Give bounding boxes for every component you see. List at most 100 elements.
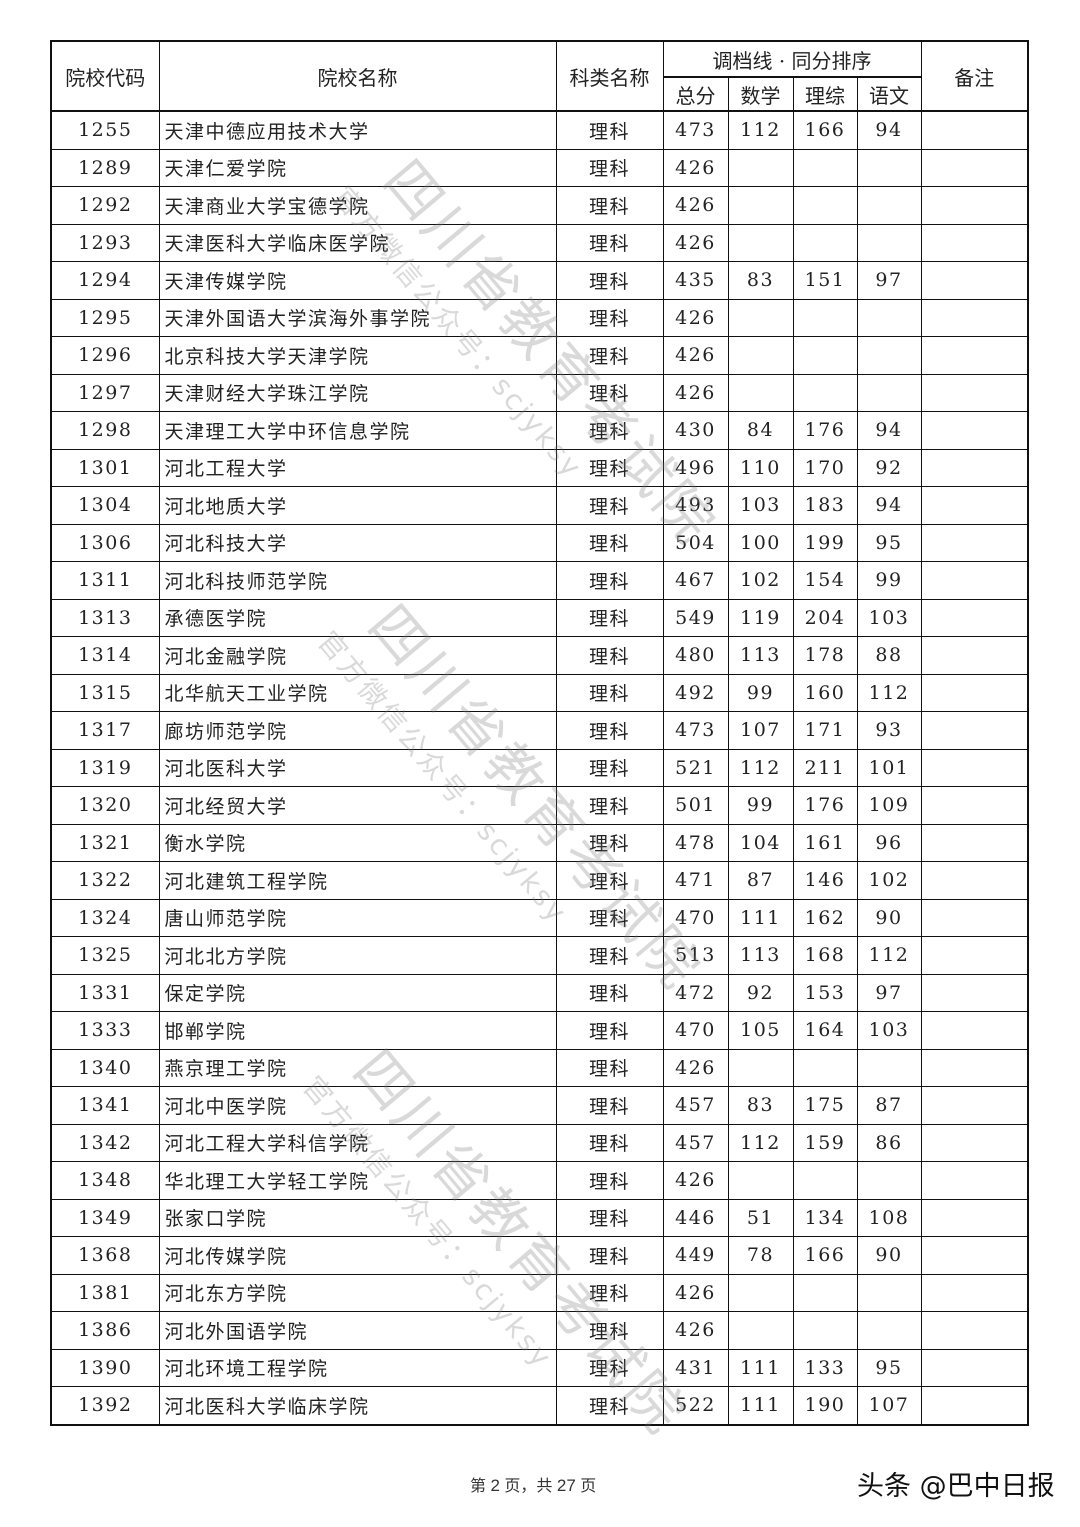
total-cell: 521 [662,748,729,787]
math-cell: 78 [727,1236,794,1275]
table-row: 1342 河北工程大学科信学院 理科 457 112 159 86 [50,1123,1029,1162]
note-cell [920,861,1029,900]
math-cell: 92 [727,973,794,1012]
math-cell: 107 [727,711,794,750]
math-cell: 100 [727,523,794,562]
chinese-cell: 90 [856,1236,922,1275]
name-cell: 河北传媒学院 [158,1236,557,1275]
note-cell [920,898,1029,937]
note-cell [920,148,1029,187]
math-cell [727,1048,794,1087]
note-cell [920,336,1029,375]
code-cell: 1298 [50,411,160,450]
science-cell: 154 [792,561,858,600]
name-cell: 天津商业大学宝德学院 [158,186,557,225]
science-cell: 160 [792,673,858,712]
note-cell [920,1386,1029,1425]
total-cell: 426 [662,298,729,337]
code-cell: 1368 [50,1236,160,1275]
admission-score-table: 院校代码 院校名称 科类名称 调档线 · 同分排序 备注 总分 数学 理综 语文… [50,40,1030,1426]
category-cell: 理科 [555,261,664,300]
category-cell: 理科 [555,1011,664,1050]
code-cell: 1390 [50,1348,160,1387]
category-cell: 理科 [555,561,664,600]
science-cell: 166 [792,110,858,150]
math-cell: 105 [727,1011,794,1050]
category-cell: 理科 [555,486,664,525]
science-cell: 161 [792,823,858,862]
header-code: 院校代码 [50,40,160,112]
science-cell: 133 [792,1348,858,1387]
total-cell: 492 [662,673,729,712]
name-cell: 河北医科大学 [158,748,557,787]
category-cell: 理科 [555,898,664,937]
note-cell [920,711,1029,750]
table-row: 1325 河北北方学院 理科 513 113 168 112 [50,936,1029,975]
name-cell: 承德医学院 [158,598,557,637]
math-cell: 102 [727,561,794,600]
category-cell: 理科 [555,110,664,150]
name-cell: 河北东方学院 [158,1273,557,1312]
science-cell [792,148,858,187]
name-cell: 天津财经大学珠江学院 [158,373,557,412]
science-cell: 159 [792,1123,858,1162]
category-cell: 理科 [555,336,664,375]
note-cell [920,561,1029,600]
category-cell: 理科 [555,786,664,825]
math-cell: 112 [727,1123,794,1162]
science-cell: 176 [792,786,858,825]
math-cell: 113 [727,636,794,675]
table-row: 1292 天津商业大学宝德学院 理科 426 [50,186,1029,225]
note-cell [920,448,1029,487]
table-row: 1331 保定学院 理科 472 92 153 97 [50,973,1029,1012]
chinese-cell [856,1273,922,1312]
chinese-cell: 90 [856,898,922,937]
table-row: 1390 河北环境工程学院 理科 431 111 133 95 [50,1348,1029,1387]
science-cell: 175 [792,1086,858,1125]
category-cell: 理科 [555,973,664,1012]
note-cell [920,261,1029,300]
chinese-cell [856,336,922,375]
name-cell: 河北北方学院 [158,936,557,975]
code-cell: 1320 [50,786,160,825]
code-cell: 1317 [50,711,160,750]
code-cell: 1255 [50,110,160,150]
name-cell: 天津医科大学临床医学院 [158,223,557,262]
total-cell: 457 [662,1086,729,1125]
math-cell [727,223,794,262]
code-cell: 1348 [50,1161,160,1200]
code-cell: 1340 [50,1048,160,1087]
code-cell: 1296 [50,336,160,375]
code-cell: 1381 [50,1273,160,1312]
math-cell: 113 [727,936,794,975]
name-cell: 河北金融学院 [158,636,557,675]
category-cell: 理科 [555,673,664,712]
table-row: 1297 天津财经大学珠江学院 理科 426 [50,373,1029,412]
note-cell [920,523,1029,562]
name-cell: 河北科技大学 [158,523,557,562]
math-cell: 104 [727,823,794,862]
code-cell: 1311 [50,561,160,600]
total-cell: 426 [662,1048,729,1087]
science-cell: 204 [792,598,858,637]
category-cell: 理科 [555,523,664,562]
note-cell [920,223,1029,262]
table-row: 1321 衡水学院 理科 478 104 161 96 [50,823,1029,862]
total-cell: 435 [662,261,729,300]
chinese-cell: 109 [856,786,922,825]
chinese-cell: 96 [856,823,922,862]
math-cell [727,1273,794,1312]
note-cell [920,1123,1029,1162]
science-cell: 146 [792,861,858,900]
chinese-cell: 92 [856,448,922,487]
math-cell: 51 [727,1198,794,1237]
total-cell: 426 [662,336,729,375]
name-cell: 邯郸学院 [158,1011,557,1050]
chinese-cell [856,223,922,262]
code-cell: 1319 [50,748,160,787]
code-cell: 1289 [50,148,160,187]
source-brand: 头条 @巴中日报 [857,1471,1055,1502]
table-row: 1340 燕京理工学院 理科 426 [50,1048,1029,1087]
table-row: 1311 河北科技师范学院 理科 467 102 154 99 [50,561,1029,600]
science-cell [792,373,858,412]
